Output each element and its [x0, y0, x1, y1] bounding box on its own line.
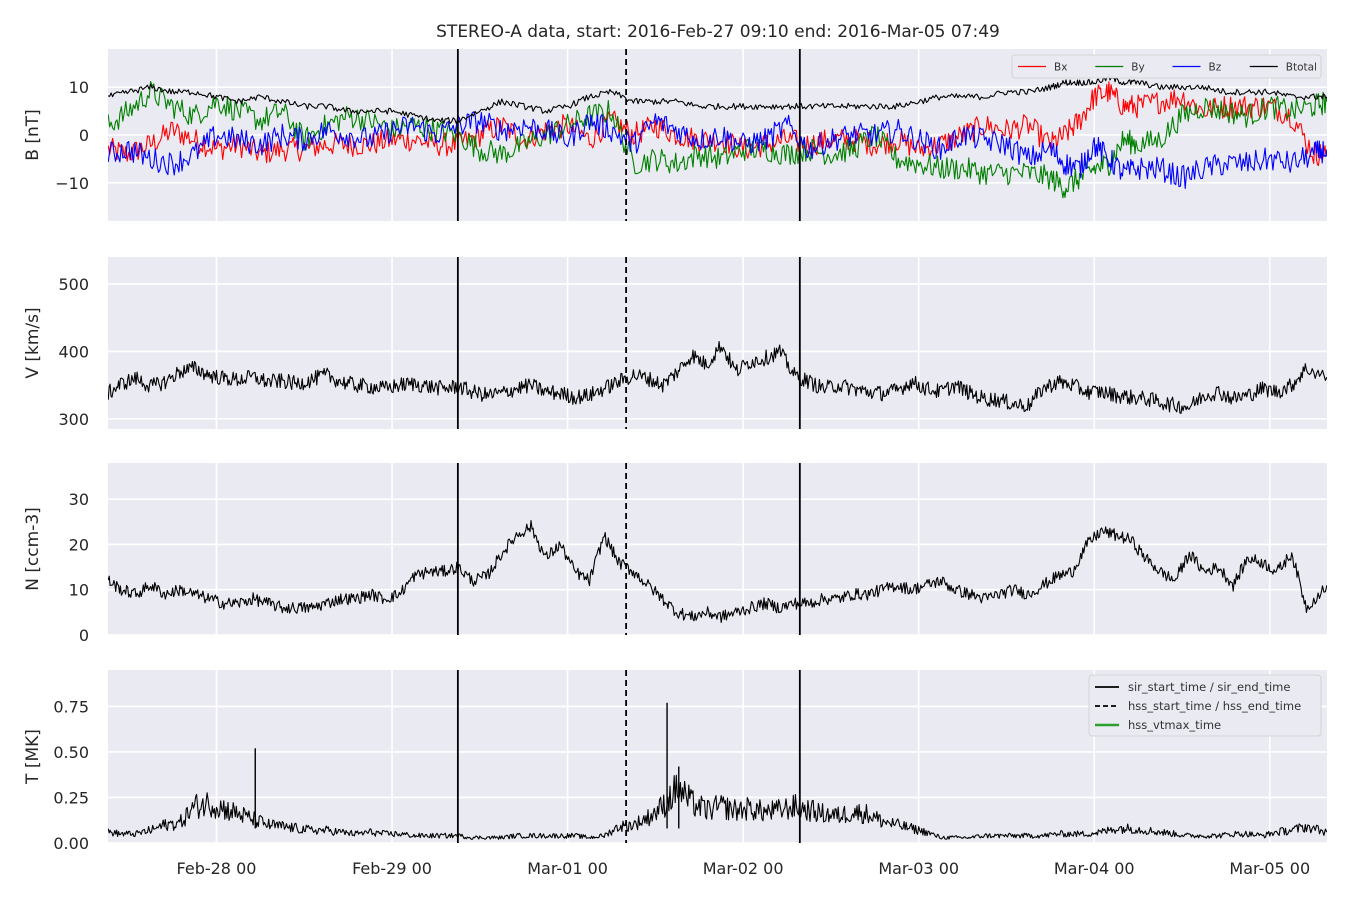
y-tick-label: 10	[69, 78, 89, 97]
x-tick-label: Feb-28 00	[177, 859, 257, 878]
series-line-N	[108, 520, 1327, 624]
y-tick-label: 0.75	[53, 697, 89, 716]
series-group	[108, 74, 1327, 199]
y-tick-label: 500	[58, 275, 89, 294]
x-tick-label: Mar-02 00	[703, 859, 784, 878]
series-line-Btotal	[108, 74, 1327, 124]
y-tick-label: 0.25	[53, 788, 89, 807]
legend-label: sir_start_time / sir_end_time	[1128, 680, 1290, 694]
y-axis-label: B [nT]	[23, 109, 43, 161]
panel-T: 0.75 0.50 0.25 0.00 T [MK] sir_start_time / s…	[23, 670, 1327, 853]
x-tick-label: Mar-05 00	[1229, 859, 1310, 878]
y-tick-label: 300	[58, 410, 89, 429]
legend-label: hss_start_time / hss_end_time	[1128, 699, 1301, 713]
x-tick-label: Feb-29 00	[352, 859, 432, 878]
y-tick-label: 400	[58, 342, 89, 361]
y-tick-label: 30	[69, 490, 89, 509]
panel-B: 10 0 −10 B [nT] Bx By Bz Btotal	[23, 49, 1327, 221]
b-legend: Bx By Bz Btotal	[1011, 54, 1322, 79]
legend-label: Btotal	[1286, 62, 1317, 74]
x-tick-label: Mar-03 00	[878, 859, 959, 878]
chart-title: STEREO-A data, start: 2016-Feb-27 09:10 …	[436, 22, 1000, 42]
series-line-V	[108, 340, 1327, 414]
y-tick-label: 0	[79, 626, 89, 645]
y-tick-label: 10	[69, 581, 89, 600]
y-tick-label: 0.50	[53, 743, 89, 762]
x-tick-label: Mar-04 00	[1054, 859, 1135, 878]
event-legend: sir_start_time / sir_end_time hss_start_t…	[1088, 674, 1322, 737]
legend-label: Bx	[1054, 62, 1067, 74]
legend-label: Bz	[1209, 62, 1222, 74]
y-tick-label: 0.00	[53, 834, 89, 853]
legend-label: By	[1131, 62, 1144, 74]
series-group	[108, 520, 1327, 624]
panel-V: 500 400 300 V [km/s]	[23, 257, 1327, 429]
y-axis-label: V [km/s]	[23, 307, 43, 378]
panel-N: 30 20 10 0 N [ccm-3]	[23, 463, 1327, 645]
y-axis-label: N [ccm-3]	[23, 507, 43, 591]
legend-label: hss_vtmax_time	[1128, 718, 1221, 732]
series-group	[108, 340, 1327, 414]
y-tick-label: 0	[79, 126, 89, 145]
x-axis: Feb-28 00 Feb-29 00 Mar-01 00 Mar-02 00 Mar-…	[177, 859, 1311, 878]
series-line-By	[108, 80, 1327, 199]
panel-background	[108, 257, 1327, 429]
y-tick-label: 20	[69, 535, 89, 554]
series-line-T	[108, 774, 1327, 840]
series-line-Bz	[108, 111, 1327, 190]
series-group	[108, 702, 1327, 840]
y-axis-label: T [MK]	[23, 729, 43, 785]
x-tick-label: Mar-01 00	[527, 859, 608, 878]
y-tick-label: −10	[55, 174, 89, 193]
